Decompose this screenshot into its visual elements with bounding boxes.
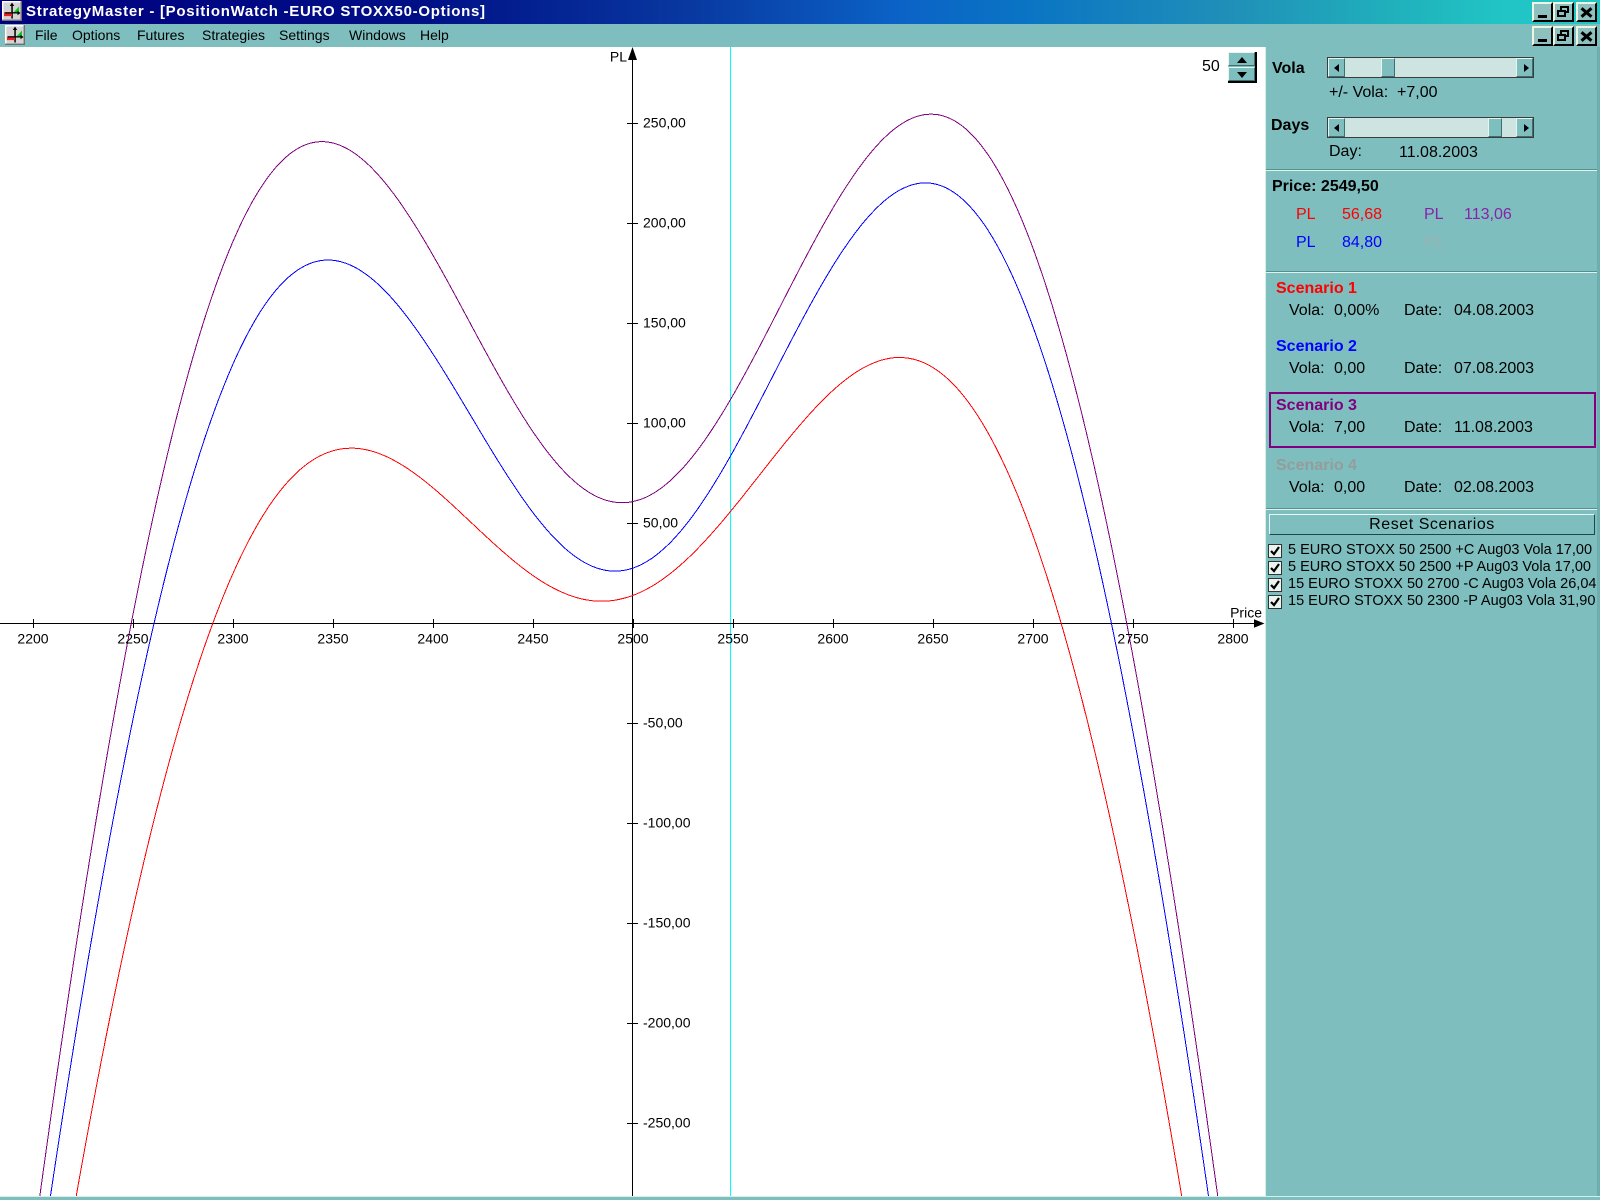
svg-text:2250: 2250 (117, 631, 148, 647)
svg-text:50,00: 50,00 (643, 515, 678, 531)
svg-text:2750: 2750 (1117, 631, 1148, 647)
svg-text:2500: 2500 (617, 631, 648, 647)
svg-text:2350: 2350 (317, 631, 348, 647)
svg-text:2450: 2450 (517, 631, 548, 647)
svg-text:100,00: 100,00 (643, 415, 686, 431)
svg-text:2400: 2400 (417, 631, 448, 647)
svg-text:2800: 2800 (1217, 631, 1248, 647)
svg-text:2700: 2700 (1017, 631, 1048, 647)
svg-text:2300: 2300 (217, 631, 248, 647)
svg-text:-100,00: -100,00 (643, 815, 691, 831)
svg-text:2600: 2600 (817, 631, 848, 647)
svg-text:-150,00: -150,00 (643, 915, 691, 931)
svg-text:PL: PL (610, 49, 627, 65)
svg-text:2550: 2550 (717, 631, 748, 647)
svg-text:Price: Price (1230, 605, 1262, 621)
svg-text:-250,00: -250,00 (643, 1115, 691, 1131)
svg-text:2200: 2200 (17, 631, 48, 647)
svg-text:-50,00: -50,00 (643, 715, 683, 731)
svg-text:-200,00: -200,00 (643, 1015, 691, 1031)
svg-text:150,00: 150,00 (643, 315, 686, 331)
svg-text:2650: 2650 (917, 631, 948, 647)
svg-text:250,00: 250,00 (643, 115, 686, 131)
svg-text:200,00: 200,00 (643, 215, 686, 231)
